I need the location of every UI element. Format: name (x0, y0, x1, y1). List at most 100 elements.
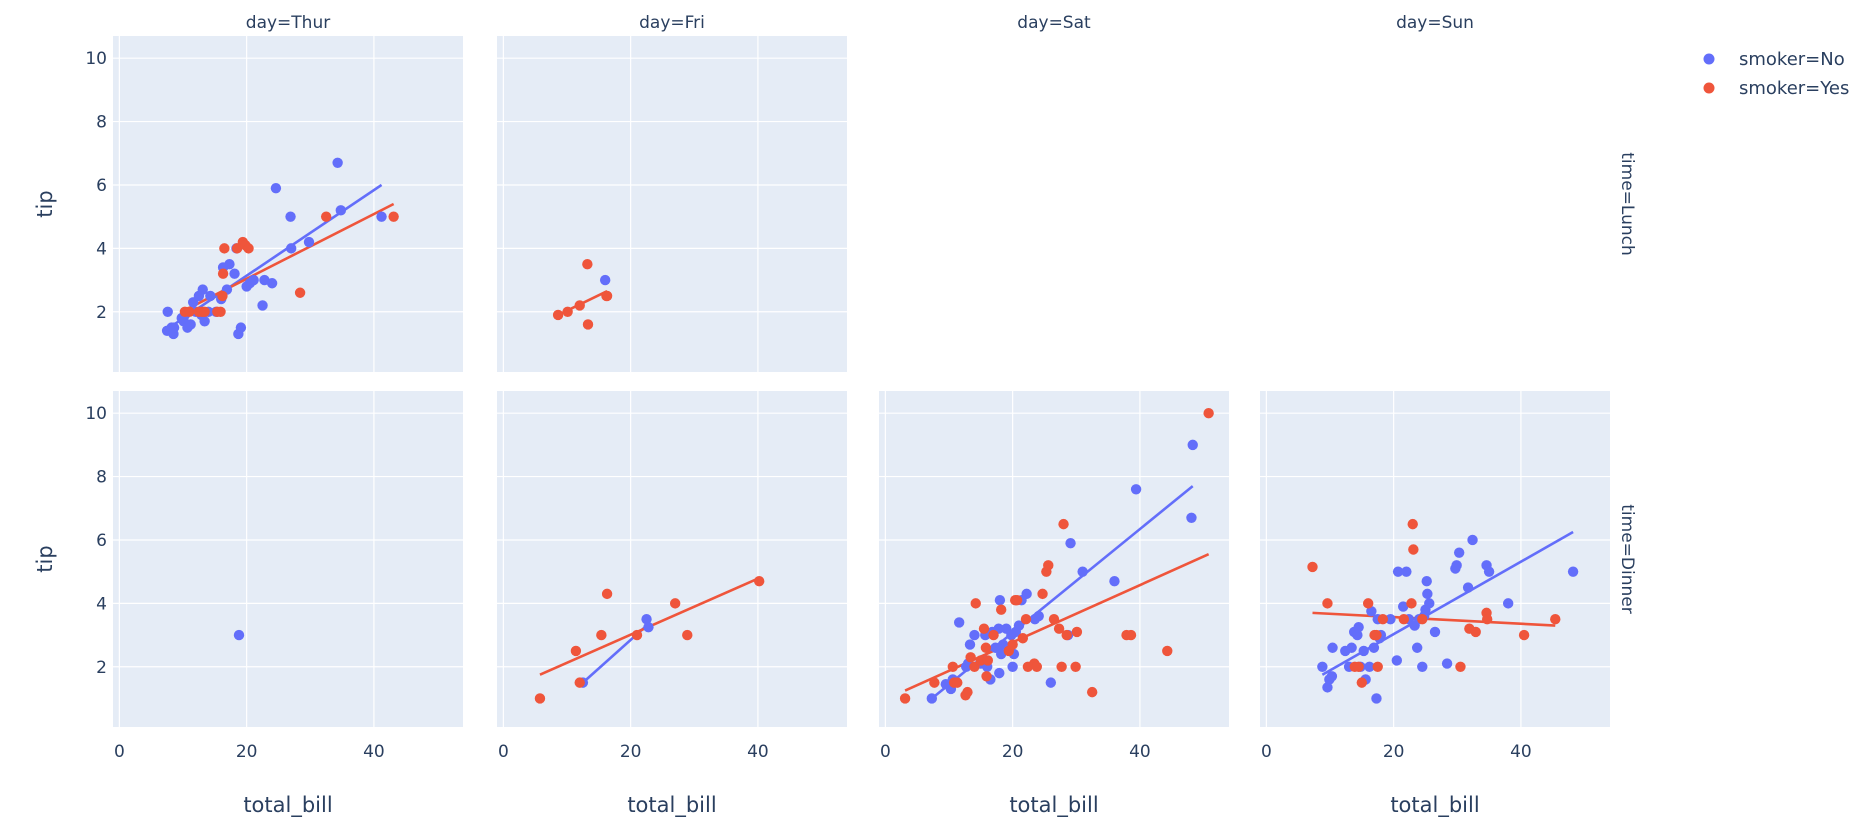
panel-r1-c3-point-0-9 (1352, 629, 1363, 641)
panel-r0-c0-y-tick-label-2: 2 (96, 303, 107, 323)
panel-r1-c3-point-0-44 (1483, 566, 1495, 577)
panel-r1-c2-point-0-33 (1077, 566, 1088, 577)
panel-r1-c2-point-0-7 (964, 639, 976, 650)
panel-r1-c2-point-1-16 (995, 604, 1007, 615)
panel-r1-c3-point-0-40 (1453, 547, 1465, 558)
panel-r1-c2-point-0-4 (953, 617, 965, 628)
panel-r1-c1-point-1-1 (570, 645, 582, 657)
panel-r1-c3-point-0-21 (1385, 614, 1396, 625)
panel-r1-c2-point-1-4 (952, 677, 963, 688)
panel-r1-c3-point-1-8 (1372, 661, 1383, 672)
panel-r0-c1-point-1-2 (574, 300, 585, 311)
panel-r1-c2-point-0-25 (1013, 620, 1025, 631)
panel-r1-c2-point-0-36 (1186, 512, 1197, 523)
panel-r1-c3-x-tick-label-0: 0 (1261, 742, 1272, 762)
panel-r1-c0-background (113, 391, 463, 727)
panel-r0-c0-point-0-35 (285, 243, 297, 254)
panel-r0-c1-point-1-6 (601, 290, 613, 302)
panel-r1-c3-background (1260, 391, 1610, 727)
panel-r1-c2-point-1-40 (1203, 407, 1214, 419)
panel-r1-c1-point-1-7 (682, 629, 693, 641)
panel-r1-c3-x-tick-label-40: 40 (1510, 742, 1532, 762)
facet-row-title-0: time=Lunch (1617, 152, 1637, 256)
panel-r1-c3-point-1-9 (1377, 614, 1389, 625)
panel-r1-c1-x-tick-label-40: 40 (747, 742, 769, 762)
panel-r1-c3-point-0-42 (1467, 534, 1478, 546)
panel-r0-c0-point-0-4 (168, 322, 180, 333)
panel-r1-c2-point-0-30 (1045, 677, 1057, 688)
panel-r1-c3-point-0-22 (1391, 655, 1403, 666)
panel-r1-c3-point-0-16 (1368, 642, 1380, 653)
panel-r1-c0-y-tick-label-6: 6 (96, 531, 107, 551)
panel-r1-c3-point-0-37 (1441, 658, 1453, 669)
panel-r0-c0-point-0-34 (285, 211, 296, 222)
panel-r1-c3-point-0-0 (1317, 661, 1328, 672)
panel-r1-c2-background (879, 391, 1229, 727)
panel-r0-c0-point-0-9 (185, 319, 196, 330)
panel-r1-c2-point-0-29 (1033, 610, 1044, 622)
panel-r0-c1-point-1-3 (582, 259, 593, 270)
panel-r1-c3-point-0-41 (1462, 582, 1474, 593)
panel-r0-c0-point-0-26 (235, 322, 247, 333)
panel-r1-c0-x-axis-title: total_bill (243, 793, 332, 818)
panel-r1-c2-point-1-38 (1125, 629, 1137, 641)
panel-r0-c0-background (113, 36, 463, 372)
panel-r0-c0-point-0-30 (257, 300, 268, 311)
panel-r1-c1-point-0-2 (643, 621, 654, 633)
facet-col-title-0: day=Thur (246, 13, 330, 33)
panel-r1-c3-point-1-3 (1353, 661, 1364, 672)
panel-r1-c3-point-1-14 (1417, 614, 1428, 625)
panel-r0-c0-y-tick-label-8: 8 (96, 113, 107, 133)
panel-r1-c1-x-tick-label-0: 0 (498, 742, 509, 762)
panel-r1-c0-point-0-0 (233, 629, 245, 641)
panel-r1-c2-point-0-22 (1007, 661, 1018, 672)
panel-r1-c3-point-0-10 (1353, 621, 1364, 633)
panel-r0-c0-point-0-15 (199, 316, 210, 327)
panel-r0-c1-point-0-0 (599, 274, 611, 286)
panel-r1-c2-point-0-17 (994, 595, 1006, 606)
panel-r0-c0-y-tick-label-6: 6 (96, 176, 107, 196)
panel-r1-c3-point-1-1 (1322, 598, 1333, 609)
panel-r1-c2-x-tick-label-40: 40 (1129, 742, 1151, 762)
panel-r1-c3-x-axis-title: total_bill (1390, 793, 1479, 818)
panel-r1-c3-point-0-3 (1326, 671, 1338, 682)
panel-r1-c3-point-0-1 (1322, 682, 1333, 693)
panel-r1-c2-point-0-32 (1065, 537, 1076, 549)
panel-r0-c0-point-0-39 (376, 211, 387, 222)
panel-r1-c1-point-1-3 (596, 629, 607, 641)
panel-r0-c0-point-0-32 (266, 278, 278, 289)
panel-r1-c2-point-0-8 (969, 629, 980, 641)
panel-r1-c2-point-0-16 (994, 667, 1005, 679)
panel-r1-c1-x-tick-label-20: 20 (620, 742, 642, 762)
panel-r0-c1-point-1-0 (552, 309, 564, 321)
legend-label-1: smoker=Yes (1739, 78, 1849, 99)
panel-r1-c3-point-0-24 (1397, 601, 1409, 612)
facet-row-title-1: time=Dinner (1617, 504, 1637, 613)
panel-r1-c3-point-0-33 (1421, 575, 1432, 587)
panel-r1-c3-point-0-30 (1417, 661, 1428, 672)
panel-r1-c2-point-1-8 (969, 661, 980, 672)
panel-r1-c3-point-1-12 (1407, 518, 1418, 530)
panel-r1-c3-point-0-46 (1567, 566, 1579, 577)
panel-r1-c3-point-1-11 (1406, 598, 1417, 609)
facet-col-title-2: day=Sat (1017, 13, 1091, 33)
panel-r1-c2-point-0-35 (1130, 484, 1142, 495)
panel-r1-c2-point-1-11 (978, 623, 990, 634)
panel-r0-c0-point-0-38 (335, 205, 347, 216)
panel-r1-c3-point-0-15 (1366, 606, 1377, 617)
panel-r1-c2-point-0-37 (1187, 439, 1198, 451)
panel-r0-c0-y-tick-label-4: 4 (96, 239, 107, 259)
panel-r1-c2-x-axis-title: total_bill (1009, 793, 1098, 818)
panel-r1-c3-point-0-14 (1364, 661, 1375, 672)
panel-r1-c3-point-0-45 (1502, 598, 1514, 609)
panel-r1-c2-point-1-36 (1086, 686, 1098, 698)
panel-r0-c0-y-tick-label-10: 10 (85, 49, 107, 69)
panel-r1-c2-point-0-0 (926, 693, 938, 704)
panel-r1-c3-point-0-25 (1401, 566, 1412, 577)
panel-r1-c3-point-0-17 (1371, 693, 1382, 704)
panel-r0-c0-point-0-22 (224, 259, 235, 270)
panel-r1-c2-point-1-6 (962, 686, 973, 698)
panel-r0-c1-point-1-4 (582, 319, 594, 330)
panel-r0-c0-point-1-8 (217, 268, 229, 279)
